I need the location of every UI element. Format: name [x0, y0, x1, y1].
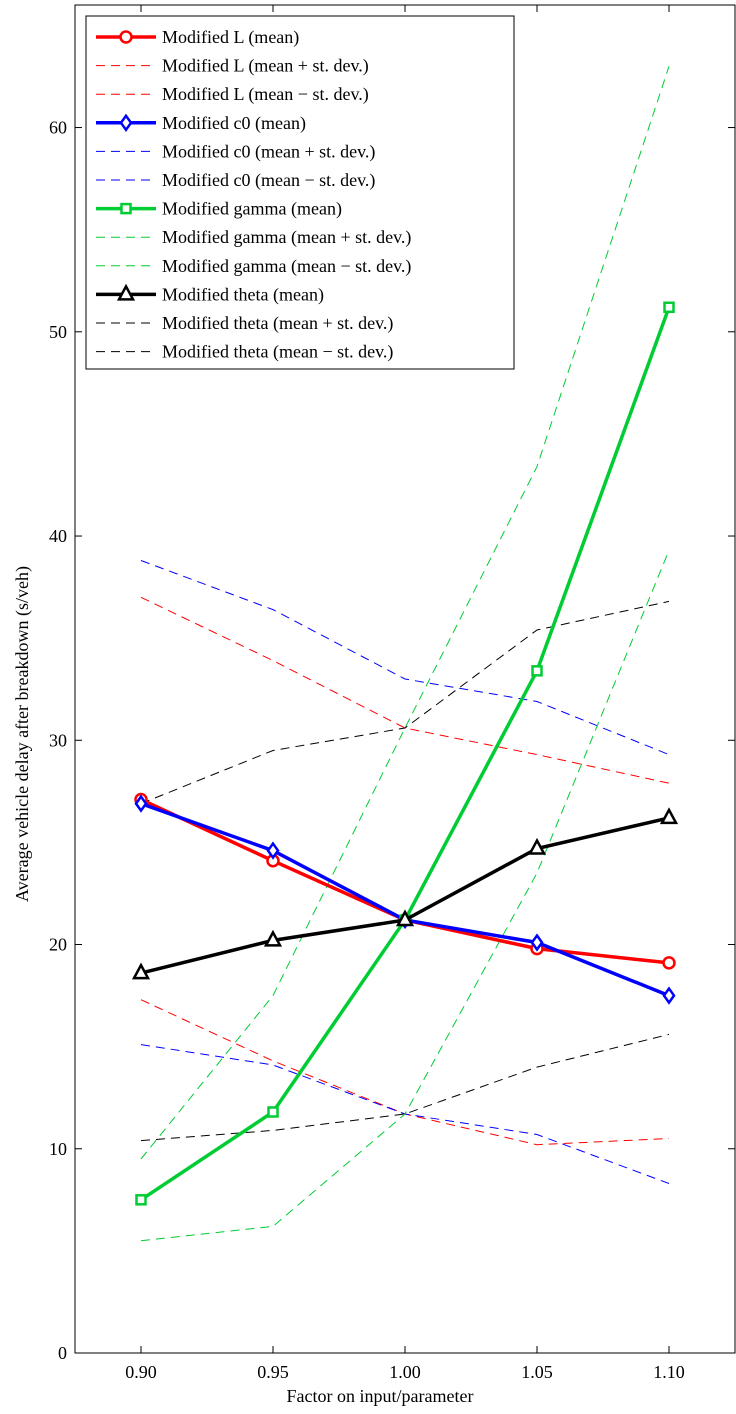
legend-label: Modified c0 (mean − st. dev.)	[162, 170, 375, 191]
line-modified-gamma-mean	[140, 306, 671, 1202]
point-modified-l-mean-4	[662, 956, 676, 970]
x-tick-label: 0.90	[125, 1362, 157, 1382]
line-modified-l-mean-minus-st-dev	[140, 999, 670, 1146]
legend-label: Modified theta (mean + st. dev.)	[162, 313, 393, 334]
legend-label: Modified c0 (mean)	[162, 113, 306, 134]
line-modified-c0-mean-plus-st-dev	[140, 560, 670, 756]
series-modified-gamma-mean	[135, 301, 675, 1206]
series-modified-gamma-mean-plus-st-dev	[140, 66, 670, 1160]
series-modified-theta-mean-minus-st-dev	[140, 1033, 670, 1142]
y-tick-label: 50	[49, 322, 67, 342]
point-modified-gamma-mean-4	[663, 301, 675, 314]
x-tick-label: 0.95	[257, 1362, 289, 1382]
legend-entry-modified-gamma-mean-plus-st-dev: Modified gamma (mean + st. dev.)	[96, 227, 411, 248]
series-modified-c0-mean	[134, 794, 676, 1005]
line-modified-theta-mean	[140, 816, 670, 975]
series-modified-theta-mean	[131, 807, 679, 980]
legend-marker	[116, 283, 136, 301]
line-modified-theta-mean-plus-st-dev	[140, 600, 670, 805]
point-modified-c0-mean-1	[266, 841, 280, 860]
legend-entry-modified-theta-mean: Modified theta (mean)	[96, 283, 324, 305]
legend: Modified L (mean) Modified L (mean + st. …	[85, 15, 515, 370]
legend-entry-modified-c0-mean-minus-st-dev: Modified c0 (mean − st. dev.)	[96, 170, 375, 191]
point-modified-theta-mean-1	[263, 929, 283, 947]
point-modified-theta-mean-3	[527, 837, 547, 855]
legend-label: Modified c0 (mean + st. dev.)	[162, 141, 375, 162]
legend-entry-modified-l-mean-minus-st-dev: Modified L (mean − st. dev.)	[96, 84, 369, 105]
legend-entry-modified-gamma-mean-minus-st-dev: Modified gamma (mean − st. dev.)	[96, 256, 411, 277]
series-modified-c0-mean-plus-st-dev	[140, 560, 670, 756]
legend-label: Modified L (mean − st. dev.)	[162, 84, 369, 105]
series-modified-l-mean-plus-st-dev	[140, 596, 670, 784]
axes: 0.90 0.95 1.00 1.05 1.10 0 10 20 30 40 50 60	[49, 4, 736, 1382]
series-modified-l-mean-minus-st-dev	[140, 999, 670, 1146]
line-modified-theta-mean-minus-st-dev	[140, 1033, 670, 1142]
y-axis-label: Average vehicle delay after breakdown (s…	[12, 566, 33, 902]
y-tick-label: 60	[49, 118, 67, 138]
series-modified-theta-mean-plus-st-dev	[140, 600, 670, 805]
y-tick-label: 20	[49, 935, 67, 955]
y-tick-label: 10	[49, 1139, 67, 1159]
legend-entry-modified-l-mean-plus-st-dev: Modified L (mean + st. dev.)	[96, 56, 369, 77]
legend-entry-modified-theta-mean-plus-st-dev: Modified theta (mean + st. dev.)	[96, 313, 393, 334]
legend-label: Modified L (mean)	[162, 27, 299, 48]
line-modified-gamma-mean-minus-st-dev	[140, 550, 670, 1242]
legend-marker	[119, 30, 133, 44]
x-tick-label: 1.00	[389, 1362, 421, 1382]
series-modified-gamma-mean-minus-st-dev	[140, 550, 670, 1242]
x-tick-label: 1.05	[521, 1362, 553, 1382]
point-modified-theta-mean-4	[659, 807, 679, 825]
point-modified-c0-mean-3	[530, 933, 544, 952]
legend-label: Modified gamma (mean − st. dev.)	[162, 256, 411, 277]
point-modified-theta-mean-2	[395, 909, 415, 927]
series-modified-l-mean	[134, 792, 676, 970]
legend-marker	[120, 202, 132, 215]
legend-label: Modified theta (mean)	[162, 284, 324, 305]
point-modified-gamma-mean-1	[267, 1106, 279, 1118]
plot-area	[131, 66, 679, 1242]
y-tick-label: 40	[49, 526, 67, 546]
legend-label: Modified L (mean + st. dev.)	[162, 56, 369, 77]
x-axis-label: Factor on input/parameter	[287, 1386, 474, 1406]
x-tick-label: 1.10	[653, 1362, 685, 1382]
point-modified-gamma-mean-0	[135, 1194, 147, 1206]
point-modified-c0-mean-0	[134, 794, 148, 813]
line-modified-c0-mean	[140, 801, 670, 998]
legend-entry-modified-c0-mean-plus-st-dev: Modified c0 (mean + st. dev.)	[96, 141, 375, 162]
y-tick-label: 30	[49, 730, 67, 750]
legend-entry-modified-theta-mean-minus-st-dev: Modified theta (mean − st. dev.)	[96, 342, 393, 363]
point-modified-theta-mean-0	[131, 962, 151, 980]
y-tick-label: 0	[58, 1343, 67, 1363]
legend-entry-modified-c0-mean: Modified c0 (mean)	[96, 113, 306, 134]
line-modified-l-mean-plus-st-dev	[140, 596, 670, 784]
line-modified-gamma-mean-plus-st-dev	[140, 66, 670, 1160]
point-modified-c0-mean-4	[662, 986, 676, 1005]
legend-entry-modified-l-mean: Modified L (mean)	[96, 27, 299, 48]
legend-label: Modified gamma (mean + st. dev.)	[162, 227, 411, 248]
point-modified-gamma-mean-3	[531, 665, 543, 677]
line-modified-l-mean	[140, 797, 670, 965]
legend-box	[85, 15, 515, 370]
legend-label: Modified gamma (mean)	[162, 199, 342, 220]
legend-label: Modified theta (mean − st. dev.)	[162, 342, 393, 363]
legend-entry-modified-gamma-mean: Modified gamma (mean)	[96, 199, 342, 220]
legend-marker	[119, 113, 133, 132]
